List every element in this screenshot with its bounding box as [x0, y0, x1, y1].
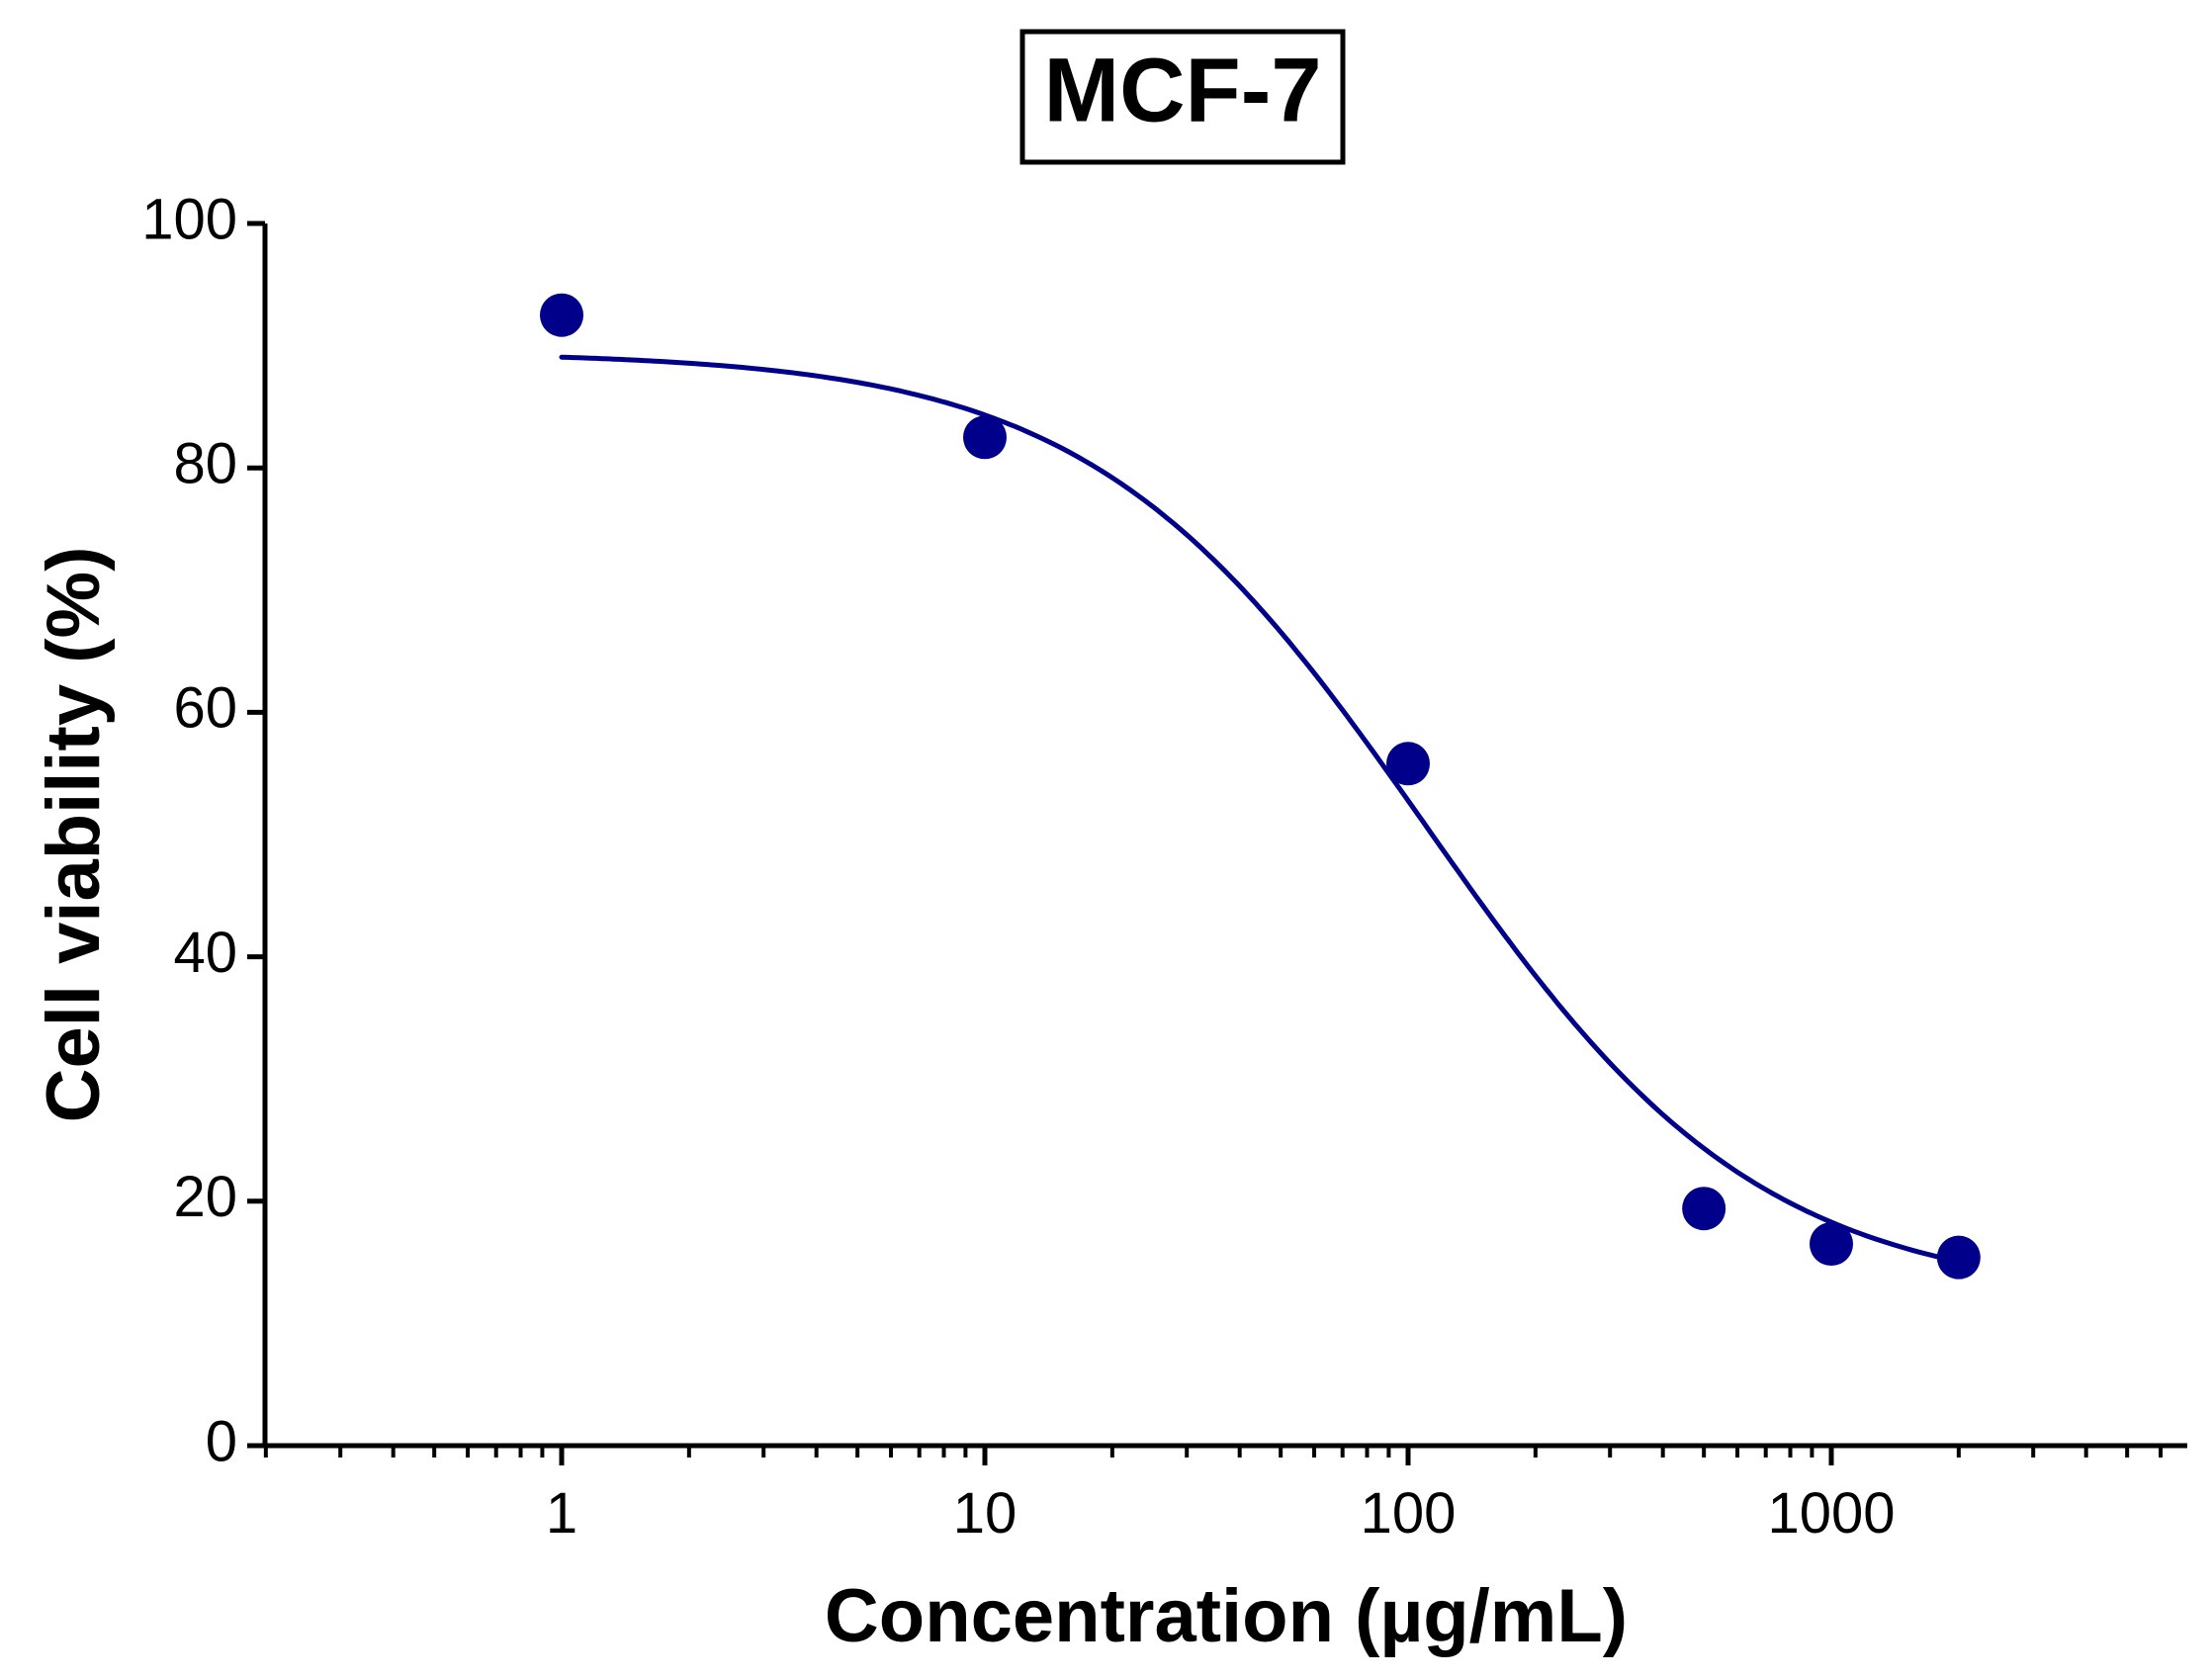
chart-title-box [1019, 29, 1346, 165]
x-tick-label: 100 [1361, 1481, 1457, 1546]
y-tick-label: 100 [141, 187, 237, 251]
x-minor-ticks [263, 1446, 2164, 1458]
data-point [1936, 1235, 1981, 1280]
y-ticks [247, 221, 265, 1449]
chart-title-group: MCF-7 [1019, 29, 1346, 165]
y-tick-labels: 0 20 40 60 80 100 [141, 187, 237, 1473]
data-point [1682, 1187, 1726, 1231]
x-tick-label: 1 [546, 1481, 577, 1546]
data-point [1386, 742, 1430, 786]
chart-title: MCF-7 [1043, 40, 1321, 140]
fit-curve [559, 354, 1962, 1265]
y-axis-title: Cell viability (%) [32, 547, 116, 1123]
data-point [1810, 1222, 1853, 1267]
y-tick-label: 40 [173, 921, 237, 985]
x-tick-label: 10 [953, 1481, 1018, 1546]
x-axis-title: Concentration (µg/mL) [825, 1574, 1628, 1658]
x-major-ticks [559, 1446, 1834, 1465]
data-point [963, 415, 1007, 460]
x-tick-labels: 1 10 100 1000 [546, 1481, 1896, 1546]
data-point [540, 293, 583, 337]
x-tick-label: 1000 [1767, 1481, 1895, 1546]
y-tick-label: 0 [206, 1409, 237, 1473]
data-points [540, 293, 1981, 1280]
y-tick-label: 80 [173, 432, 237, 496]
y-tick-label: 60 [173, 676, 237, 741]
y-tick-label: 20 [173, 1165, 237, 1229]
